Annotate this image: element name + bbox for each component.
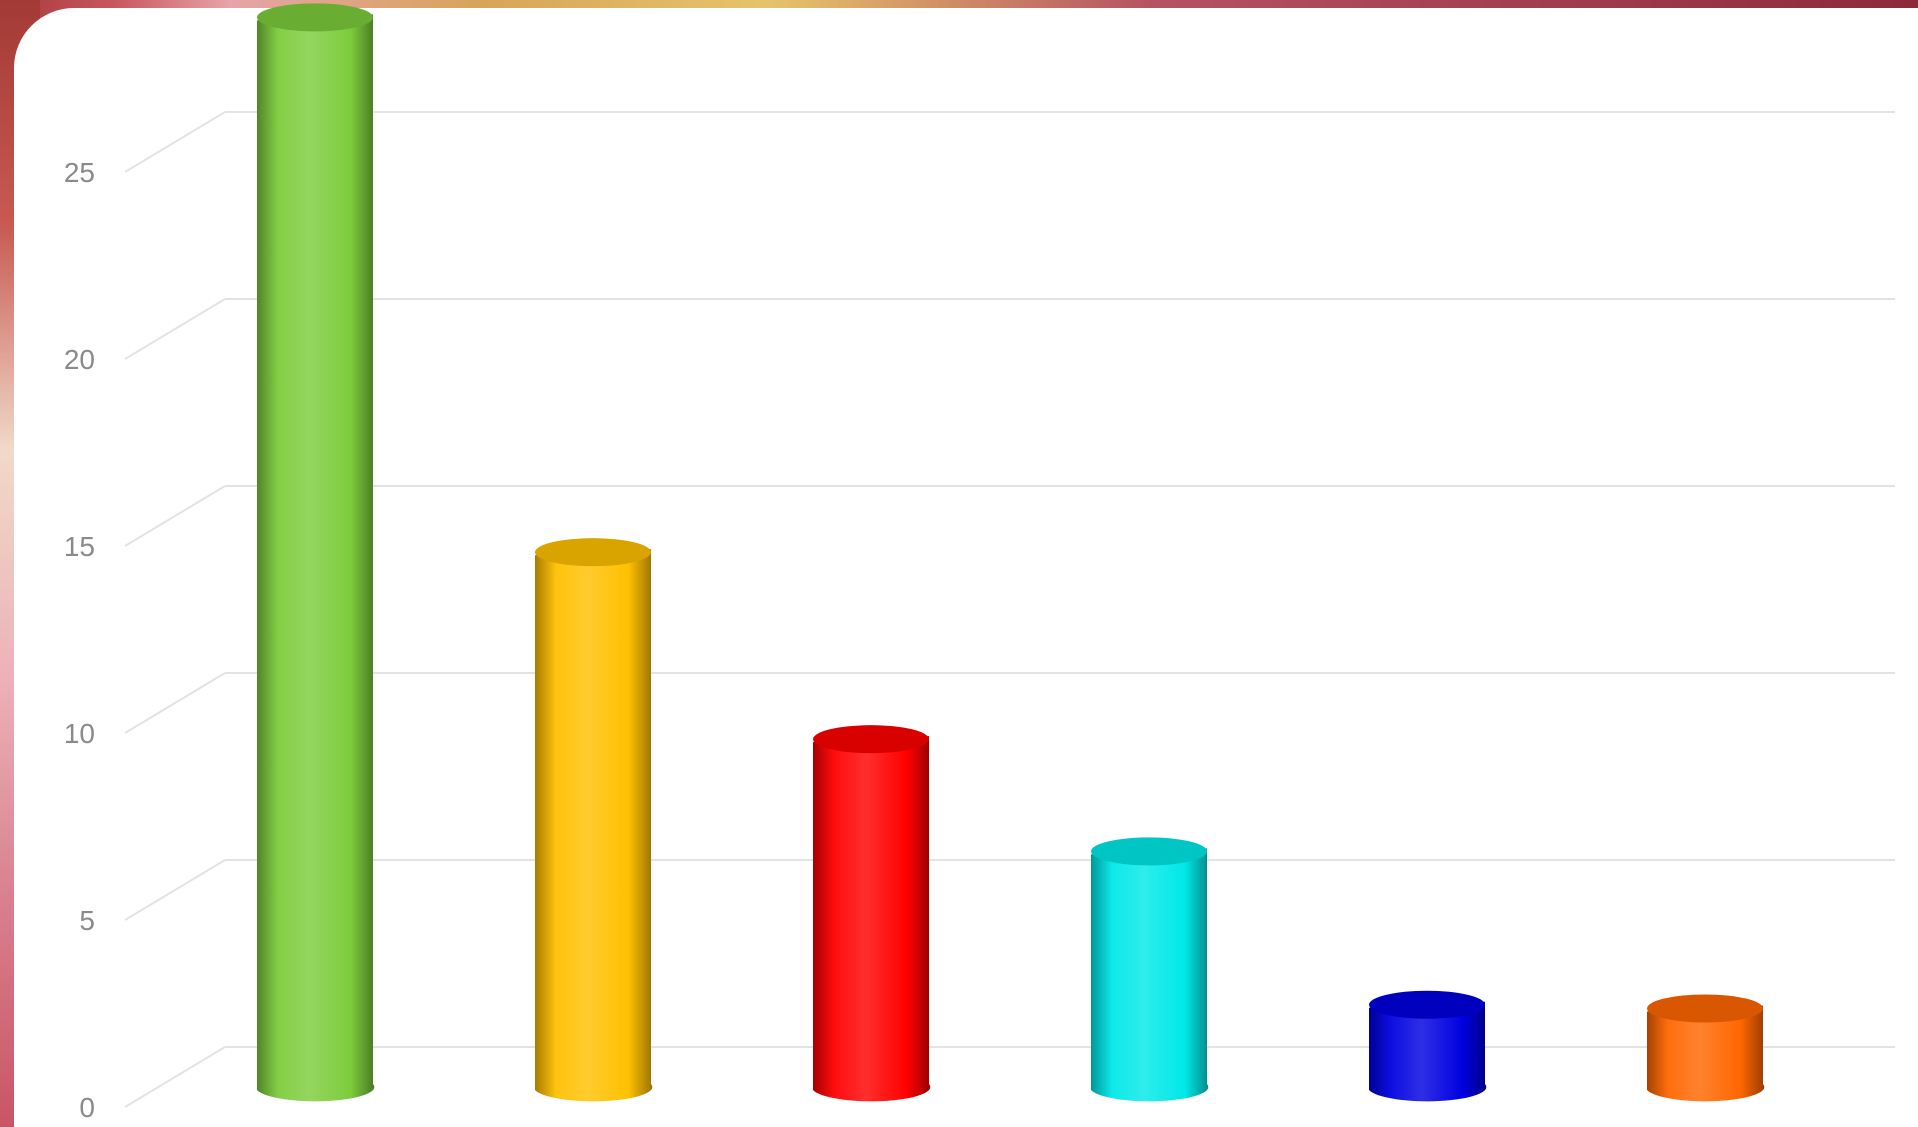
bar-top: [257, 3, 373, 32]
bar: [1091, 837, 1209, 1102]
bar-top: [1369, 990, 1485, 1019]
bar-body: [535, 549, 653, 1102]
bars: [257, 3, 1765, 1102]
gridline-side: [124, 672, 226, 734]
bar-top: [535, 538, 651, 567]
gridline-side: [124, 859, 226, 921]
gridline-side: [124, 1046, 226, 1108]
bar-top: [1091, 837, 1207, 866]
bar-top: [1647, 994, 1763, 1023]
bar-body: [1647, 1005, 1765, 1102]
gridline-side: [124, 298, 226, 360]
y-axis-ticks: 0 5 10 15 20 25: [64, 157, 95, 1123]
bar-body: [1369, 1001, 1487, 1102]
bar-body: [257, 14, 375, 1102]
gridlines: [124, 111, 1895, 1108]
bar: [257, 3, 375, 1102]
bar: [1647, 994, 1765, 1102]
gridline-side: [124, 111, 226, 173]
y-tick-label: 25: [64, 157, 95, 188]
bar-body: [1091, 848, 1209, 1102]
bar: [813, 725, 931, 1102]
bar: [535, 538, 653, 1102]
bar-body: [813, 736, 931, 1102]
y-tick-label: 10: [64, 718, 95, 749]
y-tick-label: 0: [79, 1092, 95, 1123]
bar-top: [813, 725, 929, 754]
y-tick-label: 5: [79, 905, 95, 936]
y-tick-label: 15: [64, 531, 95, 562]
y-tick-label: 20: [64, 344, 95, 375]
bar: [1369, 990, 1487, 1102]
gridline-side: [124, 485, 226, 547]
